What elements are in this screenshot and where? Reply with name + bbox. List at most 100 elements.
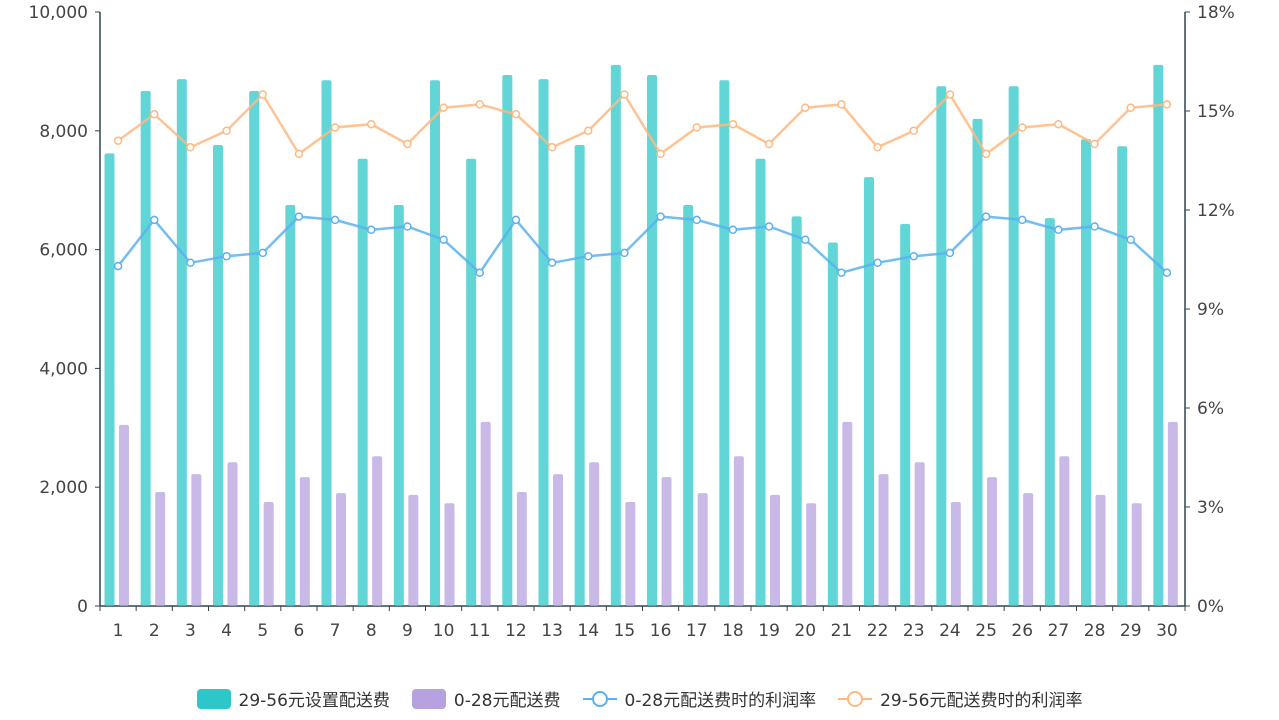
x-axis-tick-label: 8 — [366, 621, 377, 641]
line-point — [222, 126, 231, 136]
line-point — [981, 149, 991, 159]
line-point — [945, 90, 955, 99]
x-axis-tick-label: 12 — [505, 621, 527, 641]
bar-29-56 — [683, 205, 694, 607]
legend-item-line-0-28[interactable]: 0-28元配送费时的利润率 — [582, 686, 816, 711]
line-point — [1126, 103, 1135, 112]
x-axis-tick-label: 16 — [650, 621, 672, 641]
bar-0-28 — [119, 424, 129, 606]
x-axis-tick-label: 13 — [541, 621, 563, 641]
line-point — [728, 225, 738, 235]
line-point — [439, 235, 448, 244]
bar-0-28 — [553, 474, 563, 606]
bar-29-56 — [574, 145, 585, 606]
bar-0-28 — [444, 503, 455, 606]
right-axis-tick-label: 6% — [1197, 399, 1224, 419]
line-point — [113, 136, 123, 145]
left-axis-tick-label: 10,000 — [29, 3, 88, 23]
line-point — [1054, 119, 1063, 129]
line-point — [1162, 100, 1172, 109]
line-point — [981, 212, 991, 221]
line-point — [873, 258, 882, 268]
right-axis-tick-label: 15% — [1197, 102, 1235, 122]
legend-item-bar-0-28[interactable]: 0-28元配送费 — [411, 686, 561, 711]
line-point — [222, 251, 231, 261]
line-point — [330, 123, 340, 132]
bar-29-56 — [1153, 64, 1164, 607]
x-axis-tick-label: 22 — [867, 621, 889, 641]
bar-0-28 — [372, 456, 383, 606]
line-point — [837, 268, 846, 277]
right-axis-tick-label: 9% — [1197, 300, 1224, 320]
line-point — [186, 258, 195, 268]
line-point — [439, 103, 448, 112]
bar-29-56 — [430, 80, 440, 606]
line-point — [294, 212, 304, 221]
x-axis-tick-label: 9 — [402, 621, 413, 641]
line-point — [258, 248, 267, 258]
bar-29-56 — [1081, 139, 1091, 606]
bar-29-56 — [213, 145, 223, 606]
line-point — [728, 119, 738, 129]
line-point — [258, 90, 267, 99]
line-point — [584, 126, 593, 136]
x-axis-tick-label: 3 — [185, 621, 196, 641]
bar-0-28 — [950, 502, 961, 606]
line-point — [1054, 225, 1063, 235]
right-axis-tick-label: 12% — [1197, 201, 1235, 221]
line-point — [547, 258, 557, 268]
bar-29-56 — [1117, 146, 1128, 606]
line-point — [584, 251, 593, 261]
bar-29-56 — [719, 80, 730, 606]
bar-29-56 — [357, 158, 368, 606]
line-29-56-profit — [117, 92, 1168, 156]
left-axis-tick-label: 0 — [77, 597, 88, 617]
bar-29-56 — [610, 64, 621, 607]
bar-29-56 — [321, 80, 332, 606]
bar-0-28 — [914, 462, 925, 606]
x-axis-tick-label: 30 — [1156, 621, 1178, 641]
bar-29-56 — [285, 205, 296, 607]
bar-0-28 — [1167, 421, 1178, 606]
legend-line-circle-icon — [838, 690, 873, 707]
bar-0-28 — [697, 493, 708, 606]
bar-0-28 — [661, 477, 672, 606]
line-point — [1162, 268, 1172, 277]
line-point — [367, 225, 376, 235]
bar-0-28 — [770, 494, 780, 606]
line-point — [150, 110, 159, 119]
line-point — [475, 268, 484, 277]
line-point — [909, 251, 918, 261]
bar-0-28 — [842, 421, 853, 606]
line-point — [620, 248, 629, 258]
bar-29-56 — [864, 177, 874, 606]
line-point — [294, 149, 304, 159]
bar-0-28 — [1023, 493, 1034, 606]
bar-0-28 — [1095, 494, 1106, 606]
legend-item-line-29-56[interactable]: 29-56元配送费时的利润率 — [838, 686, 1083, 711]
bar-29-56 — [972, 118, 983, 607]
x-axis-tick-label: 21 — [831, 621, 853, 641]
line-point — [1018, 215, 1027, 225]
x-axis-tick-label: 25 — [975, 621, 997, 641]
bar-0-28 — [191, 474, 202, 606]
line-point — [547, 143, 557, 152]
bar-0-28 — [408, 494, 419, 606]
line-point — [801, 235, 810, 244]
line-point — [367, 119, 376, 129]
line-point — [1126, 235, 1135, 244]
legend-item-bar-29-56[interactable]: 29-56元设置配送费 — [196, 686, 390, 711]
x-axis-tick-label: 28 — [1084, 621, 1106, 641]
bar-0-28 — [299, 477, 310, 606]
bar-29-56 — [647, 74, 657, 607]
bar-0-28 — [1059, 456, 1070, 606]
bar-0-28 — [625, 502, 636, 606]
bar-29-56 — [502, 74, 513, 607]
line-point — [620, 90, 629, 99]
bar-0-28 — [878, 474, 889, 606]
bar-0-28 — [1131, 503, 1142, 606]
bar-0-28 — [516, 491, 527, 606]
line-point — [511, 110, 521, 119]
legend: 29-56元设置配送费 0-28元配送费 0-28元配送费时的利润率 29-56… — [0, 686, 1279, 711]
line-point — [909, 126, 918, 136]
